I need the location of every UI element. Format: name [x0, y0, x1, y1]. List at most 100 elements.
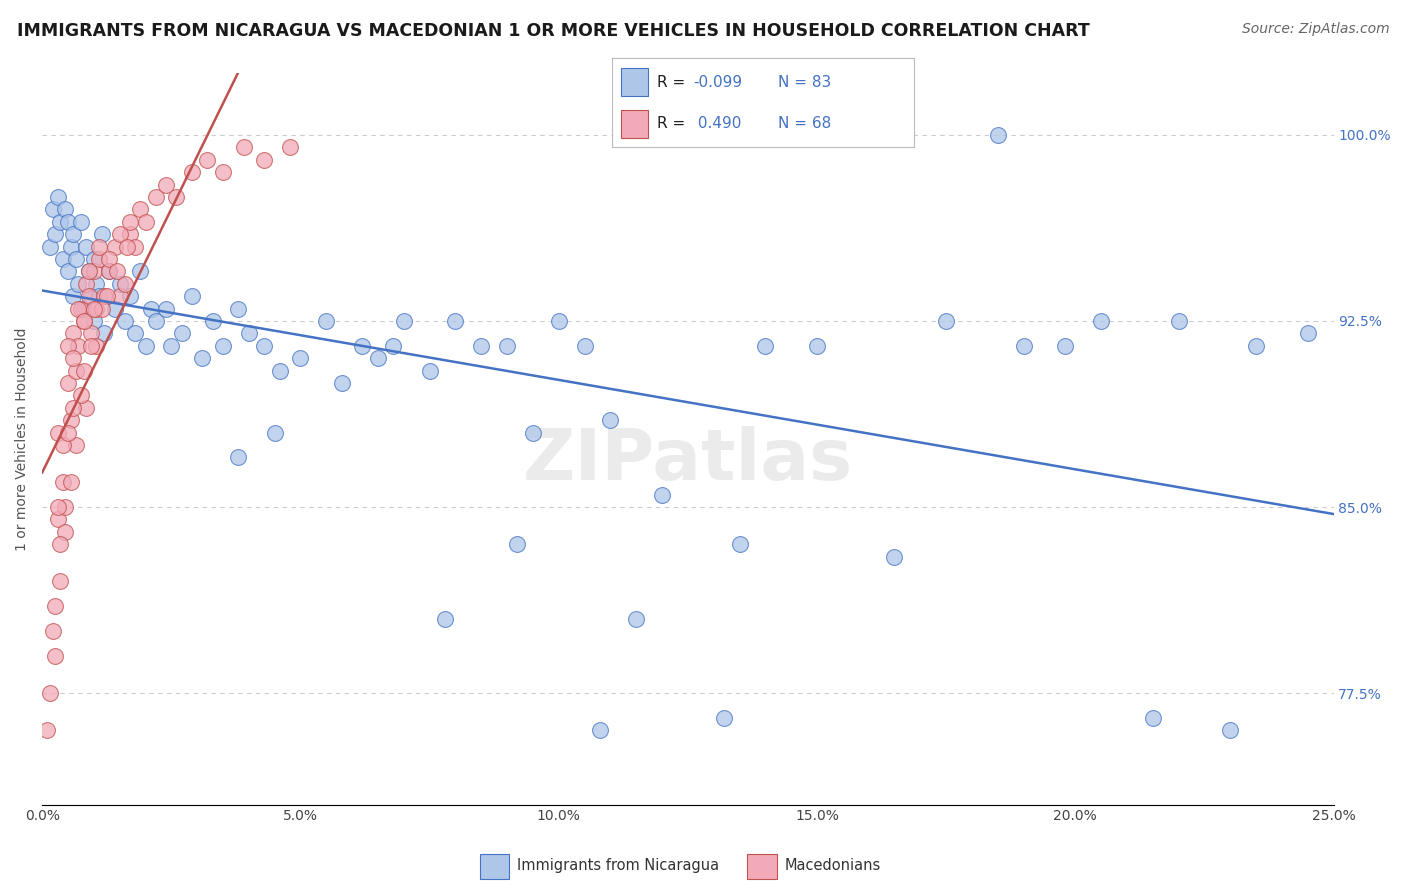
Point	[118, 289, 141, 303]
Point	[589, 723, 612, 738]
Point	[212, 339, 235, 353]
Point	[129, 264, 152, 278]
Point	[80, 289, 103, 303]
Bar	[747, 855, 776, 879]
Bar	[620, 110, 648, 138]
Point	[253, 153, 276, 167]
Point	[263, 425, 285, 440]
Text: N = 68: N = 68	[778, 117, 831, 131]
Point	[52, 475, 75, 490]
Text: N = 83: N = 83	[778, 75, 831, 89]
Text: ZIPatlas: ZIPatlas	[523, 426, 853, 495]
Point	[228, 450, 250, 465]
Point	[470, 339, 492, 353]
Point	[114, 314, 136, 328]
Point	[72, 314, 94, 328]
Point	[145, 190, 167, 204]
Point	[987, 128, 1010, 142]
Point	[155, 301, 177, 316]
Point	[41, 624, 63, 638]
Point	[56, 264, 79, 278]
Point	[228, 301, 250, 316]
Point	[434, 612, 457, 626]
Point	[392, 314, 415, 328]
Point	[269, 363, 291, 377]
Point	[62, 289, 84, 303]
Point	[90, 227, 112, 242]
Point	[290, 351, 312, 366]
Point	[87, 239, 110, 253]
Point	[46, 190, 69, 204]
Point	[49, 574, 72, 589]
Point	[1142, 711, 1164, 725]
Point	[506, 537, 529, 551]
Point	[49, 537, 72, 551]
Point	[65, 438, 87, 452]
Point	[52, 252, 75, 266]
Point	[67, 301, 90, 316]
Bar	[479, 855, 509, 879]
Point	[55, 202, 77, 217]
Point	[935, 314, 957, 328]
Point	[238, 326, 260, 341]
Point	[118, 215, 141, 229]
Point	[56, 376, 79, 390]
Point	[754, 339, 776, 353]
Point	[145, 314, 167, 328]
Point	[278, 140, 301, 154]
Point	[59, 475, 82, 490]
Point	[62, 326, 84, 341]
Point	[83, 314, 105, 328]
Point	[118, 227, 141, 242]
Point	[212, 165, 235, 179]
Point	[651, 487, 673, 501]
Point	[62, 351, 84, 366]
Point	[56, 425, 79, 440]
Point	[419, 363, 441, 377]
Point	[70, 388, 93, 402]
Point	[86, 339, 108, 353]
Point	[108, 289, 131, 303]
Point	[232, 140, 254, 154]
Point	[1090, 314, 1112, 328]
Point	[1012, 339, 1035, 353]
Point	[134, 215, 156, 229]
Point	[72, 363, 94, 377]
Point	[1167, 314, 1189, 328]
Point	[80, 326, 103, 341]
Point	[41, 202, 63, 217]
Point	[330, 376, 353, 390]
Point	[129, 202, 152, 217]
Text: Source: ZipAtlas.com: Source: ZipAtlas.com	[1241, 22, 1389, 37]
Point	[80, 339, 103, 353]
Point	[49, 215, 72, 229]
Point	[98, 264, 121, 278]
Point	[59, 239, 82, 253]
Point	[1053, 339, 1076, 353]
Point	[124, 239, 146, 253]
Point	[181, 165, 204, 179]
Point	[382, 339, 405, 353]
Point	[728, 537, 751, 551]
Point	[56, 339, 79, 353]
Point	[44, 599, 66, 614]
Point	[624, 612, 647, 626]
Point	[253, 339, 276, 353]
Point	[105, 264, 128, 278]
Point	[117, 239, 139, 253]
Point	[62, 401, 84, 415]
Point	[166, 190, 188, 204]
Text: Macedonians: Macedonians	[785, 858, 880, 872]
Point	[83, 301, 105, 316]
Point	[83, 264, 105, 278]
Point	[181, 289, 204, 303]
Point	[160, 339, 183, 353]
Text: Immigrants from Nicaragua: Immigrants from Nicaragua	[517, 858, 720, 872]
Point	[1296, 326, 1319, 341]
Point	[93, 289, 115, 303]
Point	[72, 314, 94, 328]
Point	[170, 326, 193, 341]
Point	[93, 326, 115, 341]
Point	[55, 524, 77, 539]
Point	[496, 339, 519, 353]
